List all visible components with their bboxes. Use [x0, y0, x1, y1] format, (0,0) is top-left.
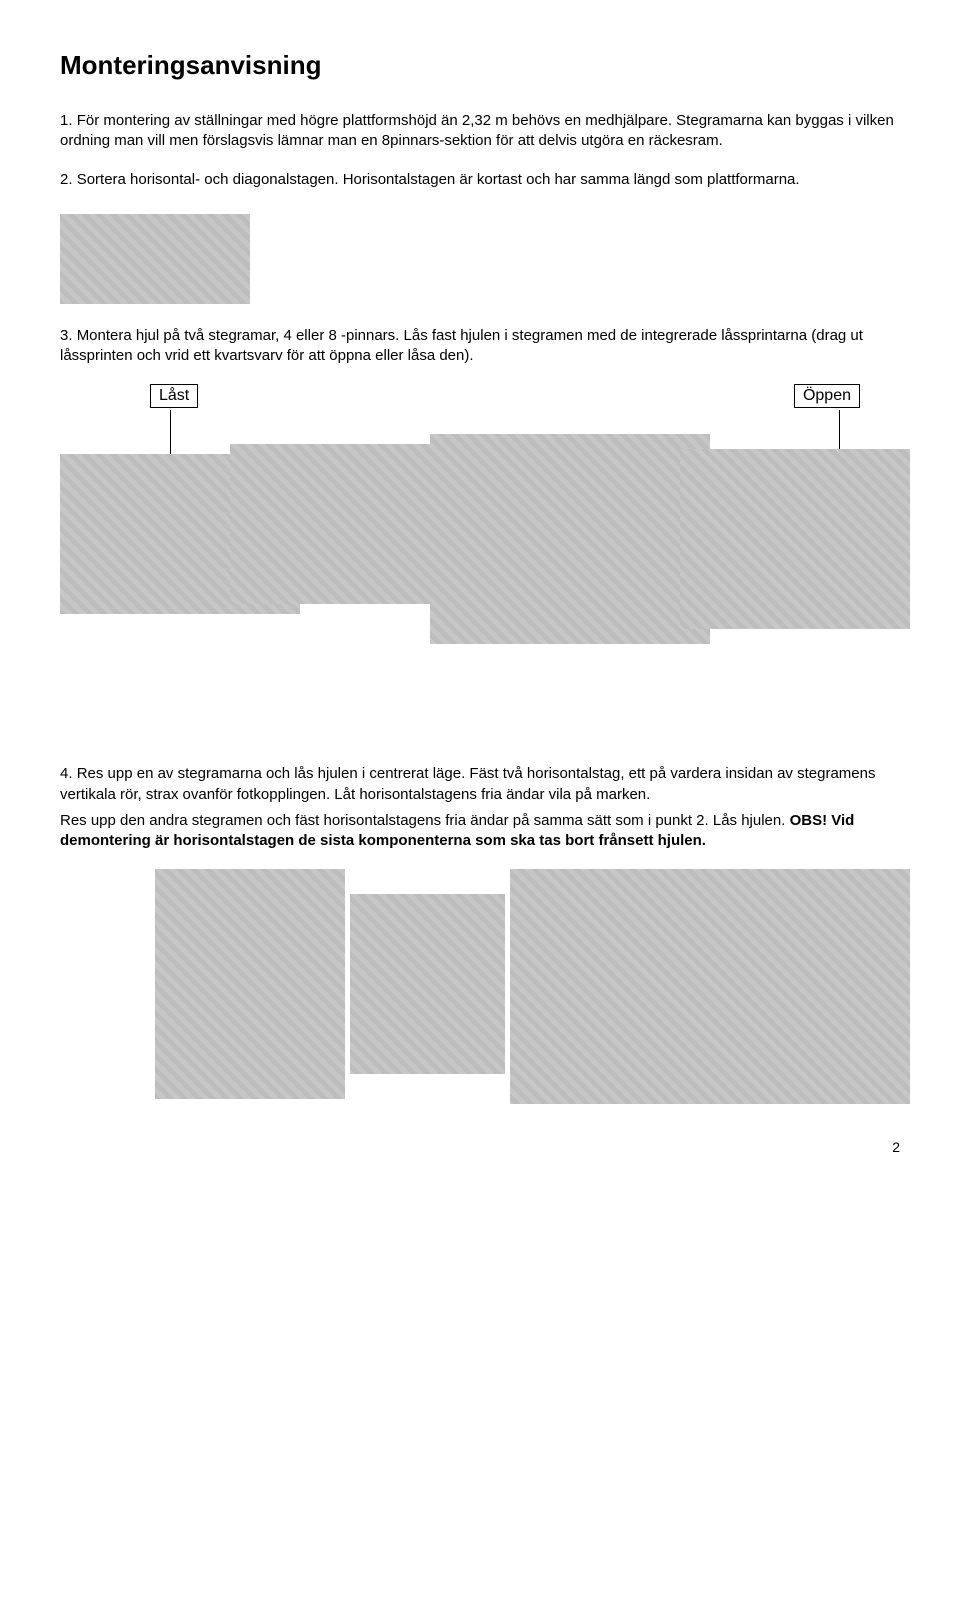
step-4-para2: Res upp den andra stegramen och fäst hor…	[60, 811, 900, 852]
page-title: Monteringsanvisning	[60, 50, 900, 81]
step-3-text: Montera hjul på två stegramar, 4 eller 8…	[60, 327, 863, 364]
label-locked: Låst	[150, 384, 198, 408]
step-1-num: 1.	[60, 112, 73, 129]
figure-group-step4	[60, 869, 900, 1129]
step-2-num: 2.	[60, 171, 73, 188]
step-1-text: För montering av ställningar med högre p…	[60, 112, 894, 149]
label-open: Öppen	[794, 384, 860, 408]
figure-step4-b	[350, 894, 505, 1074]
step-4-num: 4.	[60, 765, 73, 782]
step-2-text: Sortera horisontal- och diagonalstagen. …	[77, 171, 800, 188]
figure-step3-d	[680, 449, 910, 629]
step-1: 1. För montering av ställningar med högr…	[60, 111, 900, 152]
step-4-para2a: Res upp den andra stegramen och fäst hor…	[60, 812, 790, 829]
figure-step2	[60, 214, 250, 304]
step-3: 3. Montera hjul på två stegramar, 4 elle…	[60, 326, 900, 367]
step-2: 2. Sortera horisontal- och diagonalstage…	[60, 170, 900, 190]
figure-step3-c	[430, 434, 710, 644]
figure-step4-a	[155, 869, 345, 1099]
page-number: 2	[60, 1139, 900, 1155]
step-3-num: 3.	[60, 327, 73, 344]
step-4-text: Res upp en av stegramarna och lås hjulen…	[60, 765, 875, 802]
callout-labels: Låst Öppen	[60, 384, 900, 424]
step-4: 4. Res upp en av stegramarna och lås hju…	[60, 764, 900, 851]
figure-group-step3	[60, 424, 900, 684]
figure-step4-c	[510, 869, 910, 1104]
